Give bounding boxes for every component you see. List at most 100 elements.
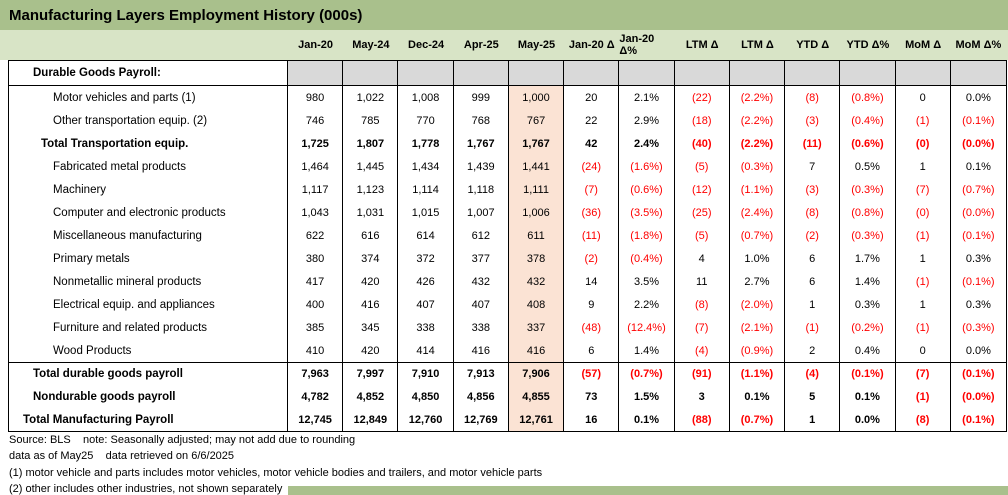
- cell: (4): [785, 363, 841, 385]
- cell: (0.0%): [962, 390, 995, 403]
- column-header: Apr-25: [463, 39, 499, 51]
- cell: 2: [785, 339, 841, 362]
- cell: 416: [454, 339, 509, 362]
- cell: 999: [454, 86, 509, 109]
- column-header: YTD Δ%: [846, 39, 890, 51]
- cell: 416: [343, 293, 399, 316]
- cell: 0.3%: [965, 298, 991, 311]
- cell: 1.7%: [840, 247, 896, 270]
- cell: (22): [675, 86, 730, 109]
- cell: 407: [454, 293, 509, 316]
- cell: 1.5%: [619, 385, 675, 408]
- row-label: Primary metals: [9, 247, 288, 270]
- cell: (0.1%): [962, 114, 995, 127]
- table-row: Nonmetallic mineral products 417 420 426 432…: [9, 270, 1006, 293]
- cell: 1,725: [288, 132, 344, 155]
- cell: 616: [343, 224, 399, 247]
- cell: 1,778: [398, 132, 454, 155]
- cell: 410: [288, 339, 344, 362]
- row-label-header-spacer: [9, 30, 288, 60]
- cell: 420: [343, 270, 399, 293]
- cell: (36): [564, 201, 620, 224]
- table-row: Total durable goods payroll 7,963 7,997 7,9…: [9, 362, 1006, 385]
- row-label: Furniture and related products: [9, 316, 288, 339]
- cell: 1,441: [508, 155, 565, 178]
- row-label: Electrical equip. and appliances: [9, 293, 288, 316]
- cell: 1,439: [454, 155, 509, 178]
- table-row: Other transportation equip. (2) 746 785 770…: [9, 109, 1006, 132]
- cell: (0): [896, 201, 951, 224]
- cell: 5: [785, 385, 841, 408]
- cell: (8): [785, 201, 841, 224]
- cell: (1.1%): [730, 363, 786, 385]
- cell: 374: [343, 247, 399, 270]
- cell: (3): [785, 178, 841, 201]
- footnote-as-of: data as of May25 data retrieved on 6/6/2…: [9, 450, 235, 463]
- cell: (5): [675, 224, 730, 247]
- table-row: Motor vehicles and parts (1) 980 1,022 1,00…: [9, 86, 1006, 109]
- cell: (40): [675, 132, 730, 155]
- cell: 377: [454, 247, 509, 270]
- cell: 1.4%: [840, 270, 896, 293]
- row-label: Total Transportation equip.: [9, 132, 288, 155]
- cell: 0.5%: [840, 155, 896, 178]
- cell: (0.7%): [619, 363, 675, 385]
- cell: 400: [288, 293, 344, 316]
- table-row: Machinery 1,117 1,123 1,114 1,118 1,111 (7) (0.…: [9, 178, 1006, 201]
- cell: 6: [785, 270, 841, 293]
- cell: (2): [785, 224, 841, 247]
- cell: [729, 61, 786, 85]
- cell: 385: [288, 316, 344, 339]
- cell: 16: [564, 408, 620, 431]
- cell: 432: [454, 270, 509, 293]
- column-header: MoM Δ: [905, 39, 942, 51]
- cell: (0.6%): [840, 132, 896, 155]
- table-row: Total Transportation equip. 1,725 1,807 1,7…: [9, 132, 1006, 155]
- cell: 785: [343, 109, 399, 132]
- row-label: Machinery: [9, 178, 288, 201]
- cell: 42: [564, 132, 620, 155]
- cell: 1: [785, 293, 841, 316]
- cell: 4,782: [288, 385, 344, 408]
- row-label: Fabricated metal products: [9, 155, 288, 178]
- table-row: Wood Products 410 420 414 416 416 6 1.4% (4) (0.9…: [9, 339, 1006, 362]
- cell: 1,000: [508, 86, 565, 109]
- cell: 0.0%: [965, 91, 991, 104]
- table-row: Nondurable goods payroll 4,782 4,852 4,850 4…: [9, 385, 1006, 408]
- row-label: Total Manufacturing Payroll: [9, 408, 288, 431]
- cell: 414: [398, 339, 454, 362]
- cell: 7,997: [343, 363, 399, 385]
- cell: 1,008: [398, 86, 454, 109]
- cell: 0: [896, 339, 951, 362]
- cell: (0.1%): [840, 363, 896, 385]
- cell: 380: [288, 247, 344, 270]
- cell: (1): [896, 385, 951, 408]
- cell: 1: [896, 247, 951, 270]
- cell: 0.1%: [730, 385, 786, 408]
- cell: 432: [508, 270, 565, 293]
- cell: [619, 61, 675, 85]
- footnote-2: (2) other includes other industries, not…: [9, 482, 283, 495]
- cell: (0.3%): [730, 155, 786, 178]
- cell: (57): [564, 363, 620, 385]
- data-table: Durable Goods Payroll: Motor vehicles and…: [8, 60, 1007, 432]
- cell: (0.3%): [840, 178, 896, 201]
- cell: [674, 61, 730, 85]
- cell: 1,464: [288, 155, 344, 178]
- cell: (11): [564, 224, 620, 247]
- cell: 1,117: [288, 178, 344, 201]
- cell: (8): [785, 86, 841, 109]
- report-title: Manufacturing Layers Employment History …: [9, 6, 363, 24]
- cell: 12,745: [288, 408, 344, 431]
- cell: 7,913: [454, 363, 509, 385]
- cell: 420: [343, 339, 399, 362]
- cell: 0.1%: [619, 408, 675, 431]
- cell: [398, 61, 454, 85]
- row-label: Total durable goods payroll: [9, 363, 288, 385]
- cell: (0.4%): [619, 247, 675, 270]
- row-label: Durable Goods Payroll:: [9, 61, 288, 85]
- table-row: Miscellaneous manufacturing 622 616 614 612 6…: [9, 224, 1006, 247]
- cell: 7: [785, 155, 841, 178]
- cell: 11: [675, 270, 730, 293]
- cell: 1.4%: [619, 339, 675, 362]
